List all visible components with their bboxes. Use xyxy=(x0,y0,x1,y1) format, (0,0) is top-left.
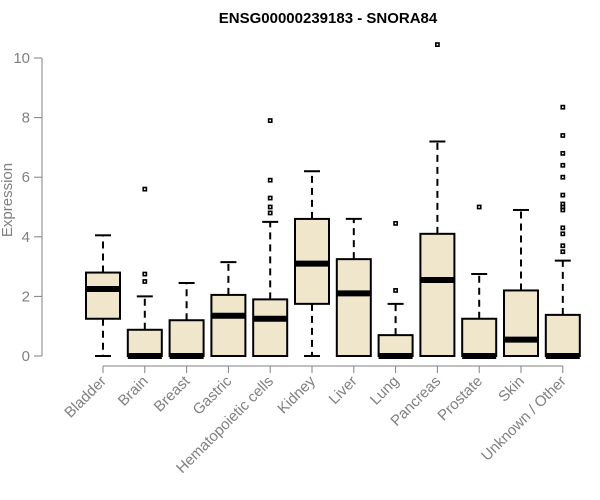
outlier-point xyxy=(267,195,273,201)
y-axis-label: Expression xyxy=(0,163,16,237)
box-bladder xyxy=(85,234,121,357)
iqr-box xyxy=(335,258,372,357)
outlier-point xyxy=(393,220,399,226)
outlier-point xyxy=(560,133,566,138)
iqr-box xyxy=(85,271,121,320)
outlier-point xyxy=(560,201,566,207)
iqr-box xyxy=(461,317,498,357)
box-hematopoietic-cells xyxy=(252,118,289,358)
y-tick-label: 6 xyxy=(22,169,30,186)
box-brain xyxy=(126,186,163,359)
iqr-box xyxy=(168,319,205,357)
iqr-box xyxy=(419,232,456,358)
outlier-point xyxy=(560,174,566,180)
box-unknown-other xyxy=(544,104,581,359)
box-pancreas xyxy=(419,42,456,358)
outlier-point xyxy=(142,271,148,277)
iqr-box xyxy=(126,328,163,357)
x-tick-label: Prostate xyxy=(434,373,486,425)
outlier-point xyxy=(142,279,148,284)
outlier-point xyxy=(267,177,273,183)
box-skin xyxy=(503,208,539,357)
y-tick-label: 2 xyxy=(22,288,30,305)
outlier-point xyxy=(267,118,273,123)
boxes-group xyxy=(85,42,581,359)
chart-title: ENSG00000239183 - SNORA84 xyxy=(219,10,438,27)
outlier-point xyxy=(267,204,273,210)
y-axis: 0 2 4 6 8 10 xyxy=(13,50,43,365)
outlier-point xyxy=(267,210,273,216)
outlier-point xyxy=(560,192,566,198)
box-kidney xyxy=(294,170,330,357)
outlier-point xyxy=(393,288,399,293)
iqr-box xyxy=(544,313,581,358)
outlier-point xyxy=(434,42,440,47)
y-tick-label: 0 xyxy=(22,348,30,365)
x-tick-label: Bladder xyxy=(61,373,110,422)
x-tick-label: Kidney xyxy=(274,372,319,417)
outlier-point xyxy=(560,162,566,168)
outlier-point xyxy=(560,231,566,237)
outlier-point xyxy=(560,225,566,231)
box-liver xyxy=(335,217,372,357)
iqr-box xyxy=(503,289,539,357)
outlier-point xyxy=(560,150,566,156)
outlier-point xyxy=(560,104,566,110)
y-tick-label: 10 xyxy=(13,50,30,67)
x-tick-label: Liver xyxy=(326,373,361,408)
y-tick-label: 8 xyxy=(22,110,30,127)
outlier-point xyxy=(142,186,148,192)
box-prostate xyxy=(461,204,498,359)
iqr-box xyxy=(210,293,247,358)
x-tick-label: Skin xyxy=(495,373,528,406)
box-lung xyxy=(377,220,414,359)
iqr-box xyxy=(252,298,289,358)
x-tick-label: Lung xyxy=(367,373,403,409)
box-breast xyxy=(168,281,205,359)
outlier-point xyxy=(560,243,566,249)
x-tick-label: Breast xyxy=(151,372,194,415)
outlier-point xyxy=(560,249,566,255)
y-tick-label: 4 xyxy=(22,229,30,246)
box-gastric xyxy=(210,261,247,358)
x-tick-label: Brain xyxy=(115,373,152,410)
iqr-box xyxy=(377,334,414,358)
outlier-point xyxy=(476,204,482,210)
